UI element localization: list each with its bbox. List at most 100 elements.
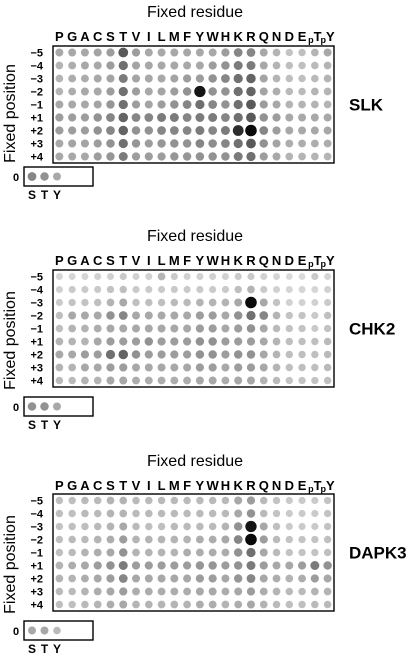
array-spot	[131, 113, 141, 122]
array-spot	[209, 272, 217, 281]
array-spot	[272, 350, 281, 359]
array-spot	[183, 561, 192, 570]
residue-label: D	[285, 478, 294, 493]
array-spot	[259, 548, 268, 557]
array-spot	[55, 298, 63, 307]
array-spot	[81, 285, 89, 294]
array-spot	[131, 337, 141, 346]
array-spot	[311, 509, 319, 518]
array-spot	[131, 48, 141, 57]
array-spot	[285, 74, 294, 83]
array-spot	[183, 74, 192, 83]
array-spot	[55, 337, 64, 346]
array-spot	[170, 152, 179, 161]
array-spot	[132, 324, 141, 333]
residue-label: H	[221, 253, 230, 268]
array-spot	[233, 535, 243, 544]
array-spot	[208, 48, 217, 57]
array-spot	[246, 547, 256, 558]
array-spot	[260, 285, 268, 294]
array-spot	[311, 337, 319, 346]
array-spot	[311, 324, 319, 333]
array-spot	[246, 138, 256, 149]
array-spot	[80, 87, 89, 96]
array-spot	[196, 522, 204, 531]
position-label: +4	[30, 152, 43, 164]
residue-label: F	[183, 253, 191, 268]
array-spot	[157, 139, 166, 148]
array-spot	[259, 376, 268, 385]
array-spot	[208, 100, 218, 109]
array-spot	[285, 139, 294, 148]
array-spot	[195, 61, 204, 70]
array-spot	[233, 548, 243, 557]
array-spot	[55, 113, 64, 122]
array-spot	[221, 61, 230, 70]
array-spot	[131, 61, 141, 70]
array-spot	[119, 496, 128, 505]
zero-spot	[53, 402, 61, 411]
array-spot	[196, 298, 204, 307]
array-spot	[298, 48, 306, 57]
array-spot	[68, 535, 76, 544]
array-spot	[310, 587, 319, 596]
residue-label: G	[67, 253, 77, 268]
array-spot	[285, 87, 294, 96]
array-spot	[81, 298, 89, 307]
array-spot	[55, 48, 64, 57]
array-spot	[298, 600, 306, 609]
residue-label: T	[119, 478, 127, 493]
array-spot	[119, 522, 128, 531]
array-spot	[68, 126, 77, 135]
array-spot	[106, 509, 115, 518]
array-spot	[323, 126, 332, 135]
array-spot	[119, 600, 128, 609]
array-spot	[298, 286, 306, 293]
array-spot	[246, 561, 256, 570]
array-spot	[298, 298, 306, 307]
residue-label: M	[169, 478, 180, 493]
array-spot	[285, 587, 294, 596]
array-spot	[311, 74, 319, 83]
array-spot	[323, 561, 332, 570]
array-spot	[106, 48, 115, 57]
array-spot	[233, 99, 243, 110]
array-spot	[209, 285, 217, 294]
array-spot	[259, 311, 269, 320]
array-spot	[144, 113, 154, 122]
array-spot	[298, 496, 306, 505]
array-spot	[93, 600, 102, 609]
array-spot	[208, 363, 217, 372]
array-spot	[285, 522, 293, 531]
array-spot	[170, 574, 179, 583]
array-spot	[157, 285, 166, 294]
array-spot	[80, 61, 89, 70]
array-spot	[259, 87, 268, 96]
array-spot	[55, 600, 64, 609]
array-spot	[183, 61, 192, 70]
array-spot	[195, 574, 204, 583]
array-spot	[80, 363, 89, 372]
array-spot	[106, 285, 115, 294]
residue-label: pY	[321, 253, 336, 269]
array-spot	[170, 587, 179, 596]
array-spot	[119, 509, 128, 518]
array-spot	[272, 337, 281, 346]
array-spot	[272, 152, 281, 161]
array-spot	[55, 87, 64, 96]
array-spot	[246, 112, 256, 123]
array-spot	[221, 324, 230, 333]
position-label: −3	[30, 298, 43, 310]
array-spot	[170, 139, 179, 148]
array-spot	[145, 522, 153, 531]
position-label: −3	[30, 522, 43, 534]
array-spot	[246, 99, 256, 110]
array-spot	[311, 535, 319, 544]
array-spot	[246, 151, 256, 162]
array-spot	[81, 522, 89, 531]
array-spot	[93, 87, 102, 96]
array-spot	[131, 126, 141, 135]
array-spot	[234, 509, 243, 518]
